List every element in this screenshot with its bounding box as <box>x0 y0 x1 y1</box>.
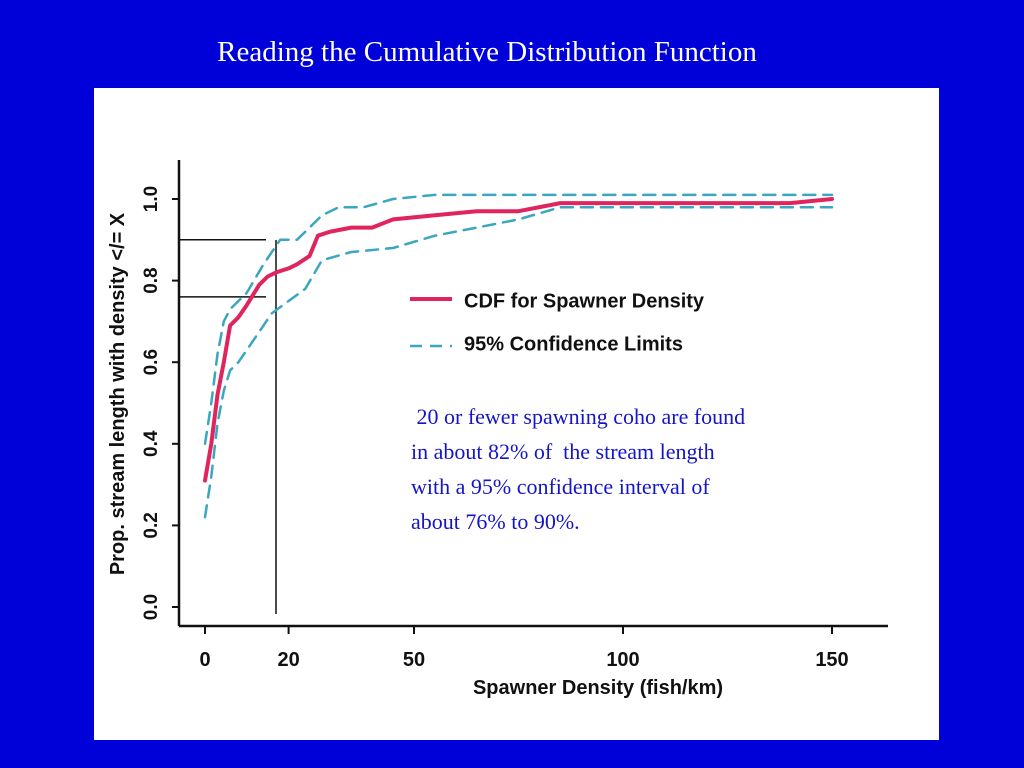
annotation-text: 20 or fewer spawning coho are found in a… <box>411 404 746 534</box>
y-tick-label: 0.6 <box>141 349 162 375</box>
y-tick-label: 0.2 <box>141 512 162 538</box>
x-tick-label: 150 <box>815 649 848 671</box>
y-tick-label: 0.0 <box>141 594 162 620</box>
x-tick-label: 20 <box>277 649 299 671</box>
legend-label-confidence: 95% Confidence Limits <box>464 333 683 355</box>
plot-panel <box>94 88 939 740</box>
legend-label-cdf: CDF for Spawner Density <box>464 290 705 312</box>
y-tick-label: 0.4 <box>141 430 162 457</box>
upper-confidence-line <box>203 193 834 446</box>
x-tick-label: 100 <box>606 649 639 671</box>
x-tick-label: 0 <box>199 649 210 671</box>
x-axis-label: Spawner Density (fish/km) <box>473 677 723 699</box>
y-axis-label: Prop. stream length with density </= X <box>107 212 129 575</box>
slide-title: Reading the Cumulative Distribution Func… <box>217 36 757 68</box>
cdf-line <box>203 197 834 483</box>
lower-confidence-line <box>203 205 834 519</box>
x-tick-label: 50 <box>403 649 425 671</box>
y-tick-label: 1.0 <box>141 186 162 212</box>
y-tick-label: 0.8 <box>141 267 162 293</box>
